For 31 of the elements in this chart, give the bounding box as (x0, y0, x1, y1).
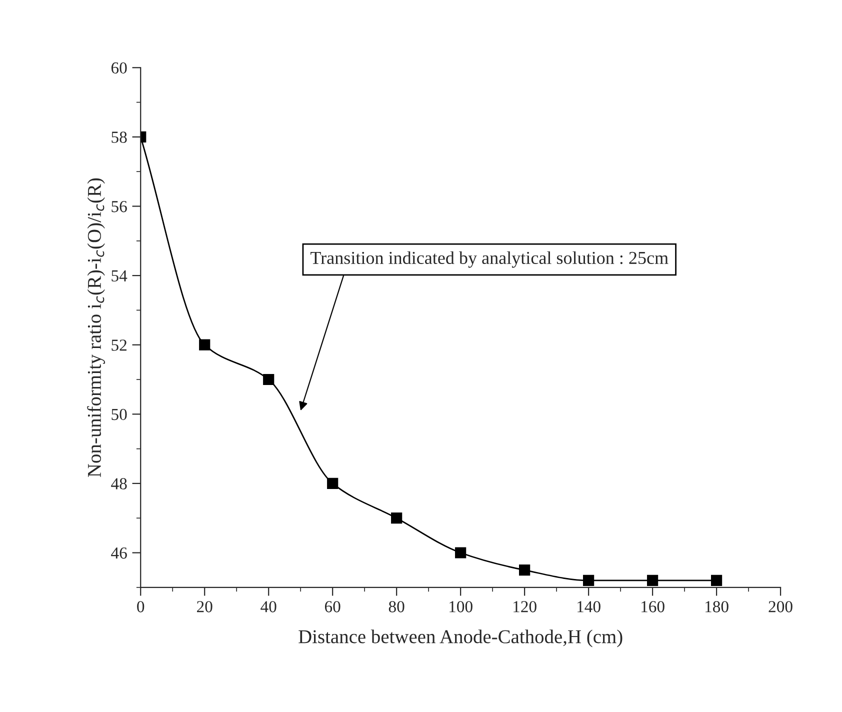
x-tick-label: 40 (260, 601, 276, 612)
x-tick-label: 200 (768, 601, 792, 612)
y-tick-label: 54 (112, 270, 128, 282)
point (327, 478, 338, 490)
x-tick-label: 120 (514, 601, 536, 612)
x-tick-label: 140 (578, 601, 600, 612)
x-tick-label: 60 (324, 601, 340, 612)
point (519, 564, 530, 576)
y-axis-title: Non-uniformity ratio i$_{c}$(R)-i$_{c}$(O)/i$_{c}$(R) (87, 178, 105, 477)
point (199, 339, 210, 350)
annotation: Transition indicated by analytical solution : 25cm (310, 251, 668, 268)
point (455, 547, 466, 558)
x-tick-label: 180 (706, 601, 728, 612)
x-tick-label: 100 (450, 601, 472, 612)
y-tick-label: 52 (112, 340, 126, 351)
x-tick-label: 160 (642, 601, 664, 612)
y-tick-label: 60 (111, 62, 127, 74)
point (646, 574, 658, 586)
y-tick-label: 46 (111, 547, 127, 559)
point (263, 374, 274, 386)
point (391, 512, 402, 524)
y-tick-label: 58 (112, 132, 127, 143)
point (710, 574, 722, 586)
x-axis-title: Distance between Anode-Cathode,H (cm) (298, 630, 622, 648)
y-tick-label: 48 (111, 478, 127, 490)
point (583, 574, 594, 586)
x-tick-label: 0 (137, 601, 144, 612)
y-tick-label: 56 (112, 200, 127, 212)
y-tick-label: 50 (112, 408, 127, 420)
x-tick-label: 20 (197, 601, 212, 612)
x-tick-label: 80 (388, 601, 404, 612)
